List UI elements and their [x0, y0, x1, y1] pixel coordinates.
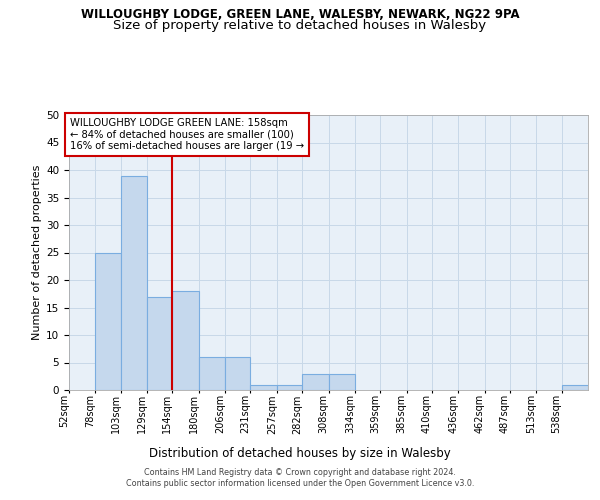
Bar: [250, 384, 277, 390]
Text: Distribution of detached houses by size in Walesby: Distribution of detached houses by size …: [149, 448, 451, 460]
Bar: [302, 374, 329, 390]
Bar: [277, 384, 302, 390]
Bar: [121, 176, 147, 390]
Bar: [329, 374, 355, 390]
Bar: [225, 357, 250, 390]
Bar: [147, 296, 172, 390]
Bar: [172, 291, 199, 390]
Y-axis label: Number of detached properties: Number of detached properties: [32, 165, 42, 340]
Bar: [95, 252, 121, 390]
Text: WILLOUGHBY LODGE GREEN LANE: 158sqm
← 84% of detached houses are smaller (100)
1: WILLOUGHBY LODGE GREEN LANE: 158sqm ← 84…: [70, 118, 304, 151]
Text: WILLOUGHBY LODGE, GREEN LANE, WALESBY, NEWARK, NG22 9PA: WILLOUGHBY LODGE, GREEN LANE, WALESBY, N…: [80, 8, 520, 20]
Bar: [562, 384, 588, 390]
Text: Size of property relative to detached houses in Walesby: Size of property relative to detached ho…: [113, 19, 487, 32]
Text: Contains HM Land Registry data © Crown copyright and database right 2024.
Contai: Contains HM Land Registry data © Crown c…: [126, 468, 474, 487]
Bar: [199, 357, 225, 390]
